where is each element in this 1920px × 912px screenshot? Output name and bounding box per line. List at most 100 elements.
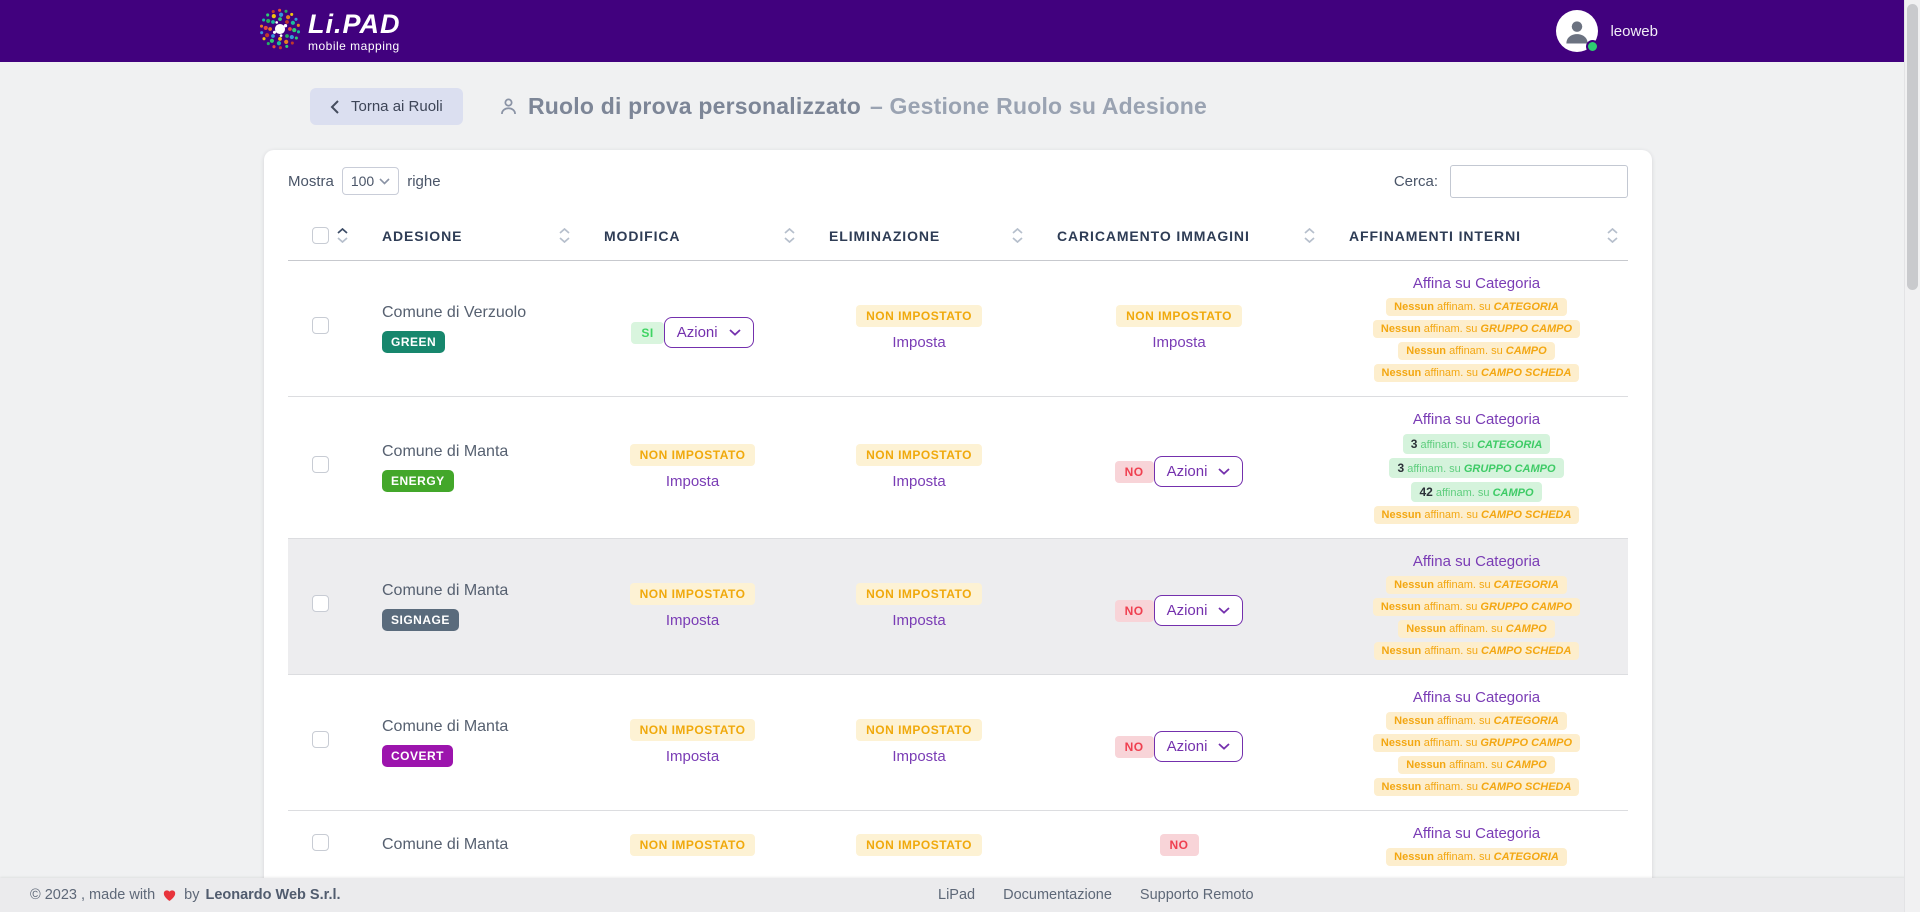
row-checkbox[interactable] bbox=[312, 456, 329, 473]
person-icon bbox=[501, 98, 516, 115]
page-size-select[interactable]: 100 bbox=[341, 167, 400, 195]
sort-control[interactable] bbox=[784, 228, 795, 244]
status-badge: SI bbox=[631, 322, 664, 344]
imposta-link[interactable]: Imposta bbox=[665, 612, 720, 629]
affinamento-tag: 3 affinam. su GRUPPO CAMPO bbox=[1389, 457, 1564, 478]
table-row: Comune di Manta COVERT NON IMPOSTATO Impo… bbox=[288, 673, 1628, 810]
status-badge: NO bbox=[1114, 600, 1154, 622]
footer-link-supporto-remoto[interactable]: Supporto Remoto bbox=[1139, 887, 1254, 903]
affinamento-tag: Nessun affinam. su CAMPO bbox=[1398, 341, 1555, 360]
imposta-link[interactable]: Imposta bbox=[892, 473, 946, 490]
imposta-link[interactable]: Imposta bbox=[892, 748, 946, 765]
show-label: Mostra bbox=[288, 172, 334, 190]
sort-control[interactable] bbox=[1607, 228, 1618, 244]
select-all-checkbox[interactable] bbox=[312, 227, 329, 245]
search-input[interactable] bbox=[1450, 164, 1628, 198]
username: leoweb bbox=[1610, 22, 1658, 40]
role-name: Ruolo di prova personalizzato bbox=[528, 93, 861, 119]
logo-subtitle: mobile mapping bbox=[308, 38, 400, 53]
adesione-name: Comune di Manta bbox=[382, 717, 509, 735]
logo-starburst-icon bbox=[258, 7, 302, 56]
row-checkbox[interactable] bbox=[312, 731, 329, 748]
affina-su-categoria-link[interactable]: Affina su Categoria bbox=[1412, 824, 1541, 842]
roles-table: ADESIONE MODIFICA ELIMINAZIONE bbox=[288, 212, 1628, 880]
cell-eliminazione: NON IMPOSTATO Imposta bbox=[805, 395, 1033, 538]
azioni-dropdown[interactable]: Azioni bbox=[663, 317, 754, 348]
adesione-type-badge: ENERGY bbox=[382, 469, 454, 492]
company-name: Leonardo Web S.r.l. bbox=[205, 887, 341, 903]
table-row: Comune di Manta ENERGY NON IMPOSTATO Impo… bbox=[288, 395, 1628, 538]
affinamento-tag: Nessun affinam. su GRUPPO CAMPO bbox=[1372, 733, 1581, 752]
azioni-dropdown[interactable]: Azioni bbox=[1153, 731, 1244, 762]
cell-eliminazione: NON IMPOSTATO Imposta bbox=[805, 537, 1033, 674]
online-status-dot bbox=[1586, 40, 1600, 53]
adesione-name: Comune di Verzuolo bbox=[382, 303, 527, 321]
affinamento-tag: 3 affinam. su CATEGORIA bbox=[1402, 433, 1551, 454]
imposta-link[interactable]: Imposta bbox=[892, 612, 946, 629]
affina-su-categoria-link[interactable]: Affina su Categoria bbox=[1412, 410, 1541, 428]
cell-eliminazione: NON IMPOSTATO bbox=[805, 809, 1033, 880]
imposta-link[interactable]: Imposta bbox=[1152, 334, 1206, 351]
row-checkbox[interactable] bbox=[312, 317, 329, 334]
status-badge: NON IMPOSTATO bbox=[629, 834, 756, 856]
affinamento-tag: Nessun affinam. su CATEGORIA bbox=[1386, 297, 1567, 316]
chevron-down-icon bbox=[1218, 468, 1231, 475]
back-button[interactable]: Torna ai Ruoli bbox=[310, 88, 463, 125]
scrollbar[interactable] bbox=[1904, 0, 1920, 912]
adesione-name: Comune di Manta bbox=[382, 581, 509, 599]
cell-caricamento: NO Azioni bbox=[1033, 673, 1325, 810]
cell-affinamenti: Affina su Categoria Nessun affinam. su CA… bbox=[1325, 809, 1628, 880]
status-badge: NON IMPOSTATO bbox=[856, 583, 982, 605]
azioni-dropdown[interactable]: Azioni bbox=[1153, 456, 1244, 487]
affina-su-categoria-link[interactable]: Affina su Categoria bbox=[1412, 274, 1541, 292]
azioni-label: Azioni bbox=[1166, 463, 1208, 480]
imposta-link[interactable]: Imposta bbox=[665, 473, 720, 490]
row-checkbox[interactable] bbox=[312, 595, 329, 612]
cell-eliminazione: NON IMPOSTATO Imposta bbox=[805, 673, 1033, 810]
table-row: Comune di Manta SIGNAGE NON IMPOSTATO Imp… bbox=[288, 537, 1628, 674]
adesione-name: Comune di Manta bbox=[382, 836, 509, 853]
chevron-down-icon bbox=[1218, 607, 1231, 614]
status-badge: NON IMPOSTATO bbox=[629, 583, 756, 605]
chevron-down-icon bbox=[728, 329, 741, 336]
cell-modifica: NON IMPOSTATO bbox=[580, 809, 805, 880]
status-badge: NO bbox=[1159, 834, 1199, 856]
affina-su-categoria-link[interactable]: Affina su Categoria bbox=[1412, 552, 1541, 570]
sort-control[interactable] bbox=[1012, 228, 1023, 244]
column-header-eliminazione: ELIMINAZIONE bbox=[829, 227, 941, 244]
cell-caricamento: NO bbox=[1033, 809, 1325, 880]
affinamento-tag: Nessun affinam. su CAMPO SCHEDA bbox=[1373, 505, 1580, 524]
scrollbar-thumb[interactable] bbox=[1907, 4, 1918, 290]
table-header-row: ADESIONE MODIFICA ELIMINAZIONE bbox=[288, 212, 1628, 261]
avatar bbox=[1556, 10, 1599, 52]
column-header-modifica: MODIFICA bbox=[604, 227, 681, 244]
footer-link-lipad[interactable]: LiPad bbox=[938, 887, 976, 903]
affinamento-tag: Nessun affinam. su CAMPO SCHEDA bbox=[1373, 363, 1580, 382]
footer-link-documentazione[interactable]: Documentazione bbox=[1003, 887, 1112, 903]
cell-modifica: NON IMPOSTATO Imposta bbox=[580, 673, 805, 810]
user-menu[interactable]: leoweb bbox=[1556, 10, 1658, 53]
by-text: by bbox=[184, 887, 200, 903]
status-badge: NON IMPOSTATO bbox=[856, 834, 982, 856]
affinamento-tag: Nessun affinam. su CAMPO SCHEDA bbox=[1373, 777, 1580, 796]
azioni-dropdown[interactable]: Azioni bbox=[1153, 595, 1244, 626]
column-header-affinamenti-interni: AFFINAMENTI INTERNI bbox=[1349, 227, 1521, 244]
affinamento-tag: Nessun affinam. su CAMPO SCHEDA bbox=[1373, 641, 1580, 660]
navbar: Li.PAD mobile mapping leoweb bbox=[0, 0, 1920, 62]
app-logo[interactable]: Li.PAD mobile mapping bbox=[258, 7, 401, 56]
chevron-down-icon bbox=[1218, 743, 1231, 750]
status-badge: NO bbox=[1114, 461, 1154, 483]
status-badge: NON IMPOSTATO bbox=[856, 719, 982, 741]
affina-su-categoria-link[interactable]: Affina su Categoria bbox=[1412, 688, 1541, 706]
imposta-link[interactable]: Imposta bbox=[665, 748, 720, 765]
back-button-label: Torna ai Ruoli bbox=[351, 98, 443, 115]
cell-caricamento: NON IMPOSTATO Imposta bbox=[1033, 260, 1325, 396]
sort-control[interactable] bbox=[337, 228, 348, 244]
chevron-left-icon bbox=[330, 99, 339, 114]
sort-control[interactable] bbox=[1304, 228, 1315, 244]
row-checkbox[interactable] bbox=[312, 834, 329, 851]
logo-title: Li.PAD bbox=[308, 8, 401, 39]
copyright-text: © 2023 , made with bbox=[30, 887, 156, 903]
sort-control[interactable] bbox=[559, 228, 570, 244]
imposta-link[interactable]: Imposta bbox=[892, 334, 946, 351]
